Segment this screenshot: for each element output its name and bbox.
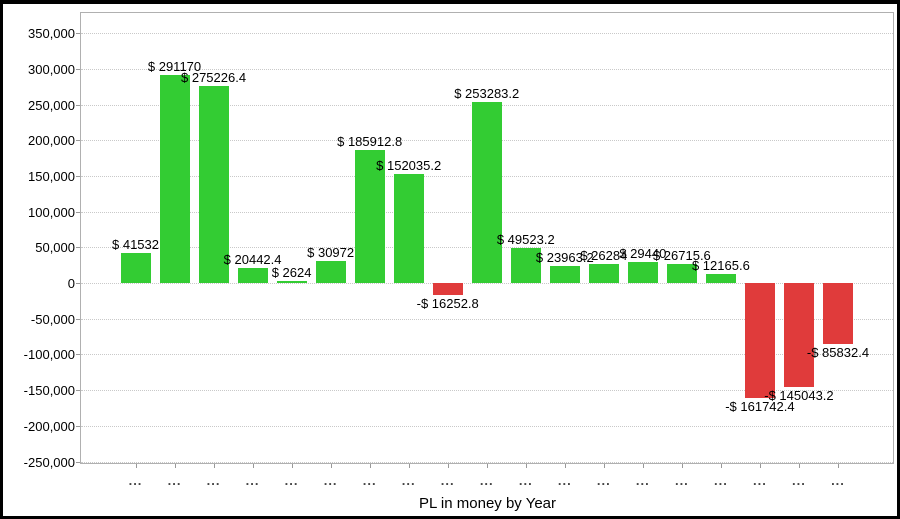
x-axis-category-label: ...: [206, 473, 221, 488]
y-axis-tick: [76, 425, 80, 427]
gridline: [81, 425, 893, 427]
y-axis-label: -50,000: [30, 311, 75, 327]
bar: [549, 265, 580, 283]
bar: [666, 263, 697, 283]
x-axis-tick: [447, 464, 449, 468]
y-axis-label: -100,000: [23, 347, 75, 363]
bar: [744, 283, 775, 399]
y-axis-label: 150,000: [28, 168, 75, 184]
y-axis-tick: [76, 140, 80, 142]
gridline: [81, 354, 893, 356]
x-axis-category-label: ...: [167, 473, 182, 488]
x-axis-tick: [213, 464, 215, 468]
x-axis-tick: [174, 464, 176, 468]
bar: [588, 264, 619, 283]
bar: [471, 102, 502, 283]
bar: [432, 283, 463, 295]
y-axis-tick: [76, 247, 80, 249]
x-axis-category-label: ...: [753, 473, 767, 488]
bar: [783, 283, 814, 387]
bar: [393, 174, 424, 283]
x-axis-tick: [135, 464, 137, 468]
x-axis-tick: [252, 464, 254, 468]
x-axis-title: PL in money by Year: [418, 495, 557, 512]
bar: [198, 86, 229, 283]
x-axis-category-label: ...: [713, 473, 728, 488]
bar: [237, 268, 268, 283]
bar: [705, 274, 736, 283]
x-axis-category-label: ...: [596, 473, 611, 488]
bar: [315, 260, 346, 283]
x-axis-category-label: ...: [323, 473, 338, 488]
x-axis-tick: [564, 464, 566, 468]
x-axis-category-label: ...: [284, 473, 299, 488]
x-axis-category-label: ...: [635, 473, 650, 488]
y-axis-label: -150,000: [23, 383, 75, 399]
x-axis-category-label: ...: [128, 473, 143, 488]
y-axis-tick: [76, 283, 80, 284]
x-axis-tick: [720, 464, 722, 468]
x-axis-tick: [369, 464, 371, 468]
bar: [120, 253, 151, 283]
x-axis-tick: [798, 464, 800, 468]
x-axis-category-label: ...: [362, 473, 377, 488]
y-axis-tick: [76, 461, 80, 463]
x-axis-category-label: ...: [792, 473, 806, 488]
bar: [822, 283, 853, 345]
x-axis-tick: [642, 464, 644, 468]
bar: [510, 247, 541, 283]
bar: [627, 261, 658, 283]
x-axis-category-label: ...: [245, 473, 260, 488]
y-axis-label: 300,000: [28, 61, 75, 77]
x-axis-category-label: ...: [518, 473, 533, 488]
x-axis-tick: [330, 464, 332, 468]
y-axis-tick: [76, 68, 80, 70]
y-axis-tick: [76, 175, 80, 177]
y-axis-tick: [76, 211, 80, 213]
y-axis-tick: [76, 390, 80, 392]
bar: [276, 281, 307, 283]
x-axis-tick: [486, 464, 488, 468]
y-axis-label: 100,000: [28, 204, 75, 220]
y-axis-label: 250,000: [28, 97, 75, 113]
gridline: [81, 318, 893, 320]
x-axis-tick: [525, 464, 527, 468]
y-axis-tick: [76, 104, 80, 106]
gridline: [81, 68, 893, 70]
x-axis-category-label: ...: [557, 473, 572, 488]
y-axis-label: -250,000: [23, 454, 75, 470]
x-axis-tick: [837, 464, 839, 468]
x-axis-category-label: ...: [440, 473, 455, 488]
gridline: [81, 33, 893, 35]
x-axis-tick: [759, 464, 761, 468]
x-axis-tick: [603, 464, 605, 468]
gridline: [81, 461, 893, 463]
x-axis-tick: [291, 464, 293, 468]
y-axis-tick: [76, 33, 80, 35]
y-axis-tick: [76, 354, 80, 356]
bar: [354, 150, 385, 283]
x-axis-category-label: ...: [831, 473, 845, 488]
gridline: [81, 283, 893, 284]
x-axis-category-label: ...: [401, 473, 416, 488]
gridline: [81, 390, 893, 392]
y-axis-label: 0: [67, 276, 75, 291]
y-axis-label: 200,000: [28, 133, 75, 149]
y-axis-tick: [76, 318, 80, 320]
y-axis-label: 50,000: [35, 240, 75, 256]
y-axis-label: 350,000: [28, 26, 75, 42]
x-axis-tick: [681, 464, 683, 468]
x-axis-category-label: ...: [479, 473, 494, 488]
x-axis-category-label: ...: [674, 473, 689, 488]
y-axis-label: -200,000: [23, 418, 75, 434]
bar: [159, 75, 190, 283]
x-axis-tick: [408, 464, 410, 468]
